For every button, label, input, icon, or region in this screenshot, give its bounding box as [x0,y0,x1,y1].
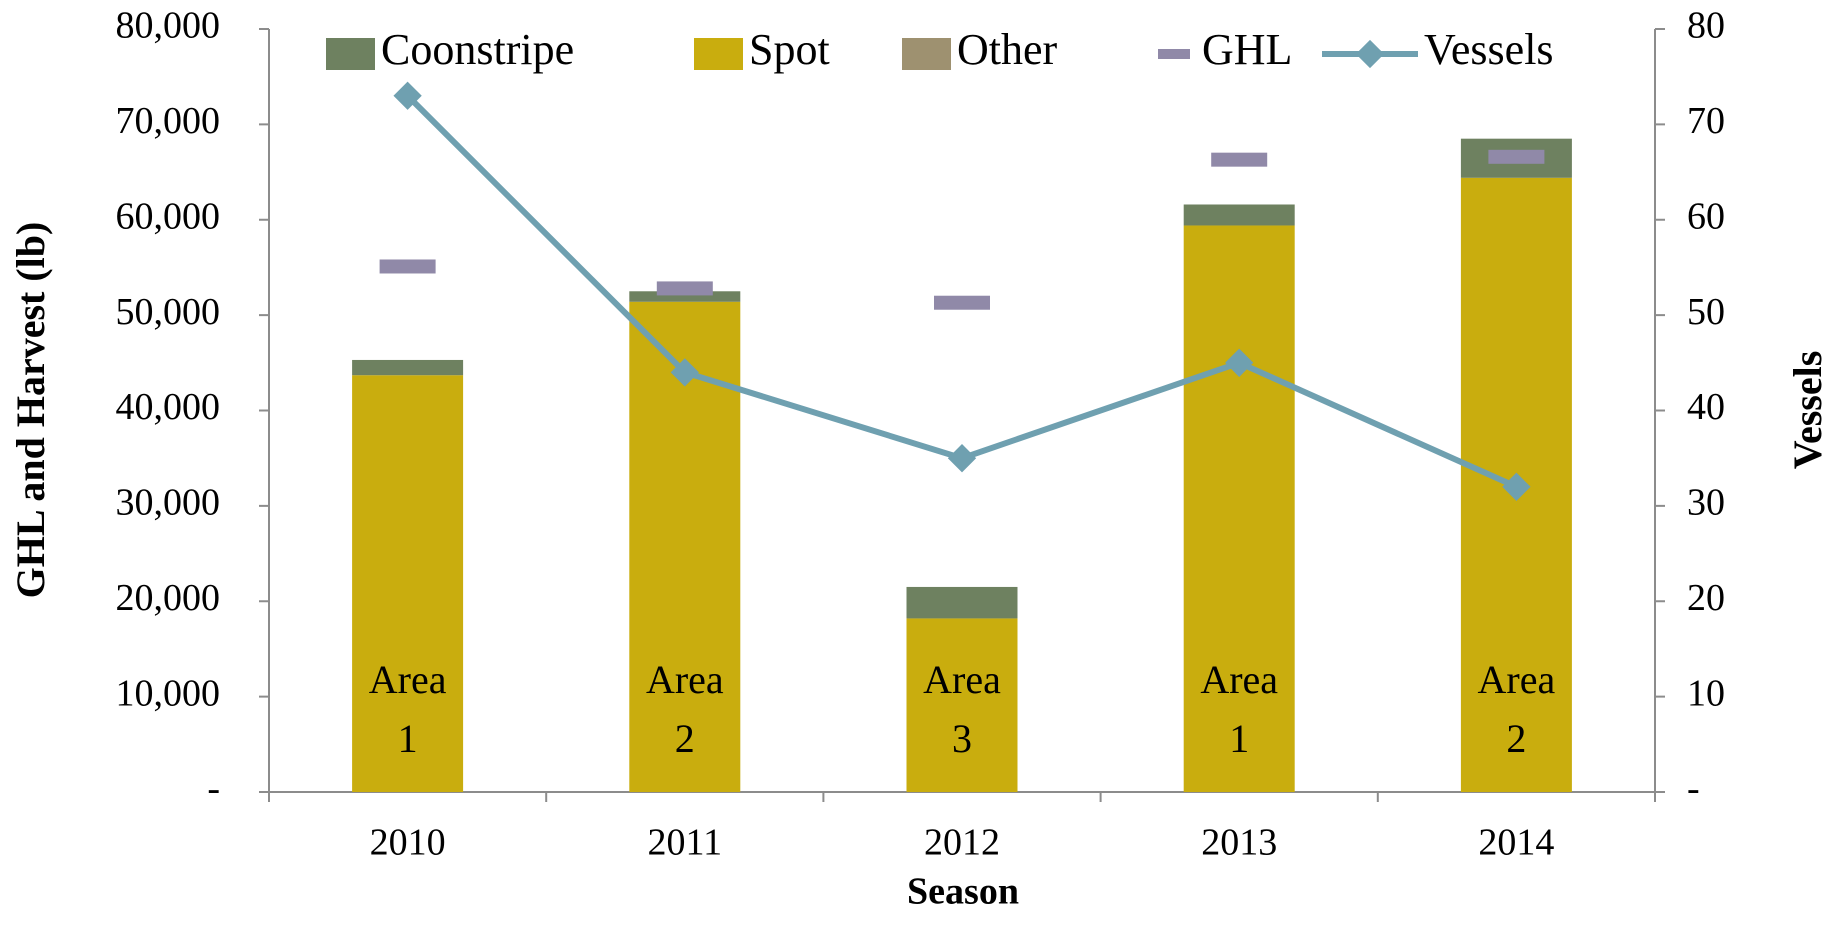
y-tick-label: 20,000 [116,577,221,619]
x-axis-title: Season [907,871,1019,913]
legend-swatch [902,38,951,70]
y2-axis-title: Vessels [1785,351,1830,470]
legend-swatch [1355,39,1385,69]
x-tick-label: 2014 [1478,822,1554,864]
legend-label: Other [957,25,1058,74]
bar-segment [906,618,1018,792]
legend-label: Coonstripe [381,25,574,74]
bar-segment [352,375,464,792]
ghl-marker [1488,149,1545,164]
bar-segment [629,291,741,302]
y2-tick-label: 60 [1687,195,1725,237]
y-axis-title: GHL and Harvest (lb) [8,222,53,599]
bar-annotation: 3 [952,716,972,761]
y-tick-label: 60,000 [116,195,221,237]
x-tick-label: 2011 [648,822,723,864]
legend-swatch [326,38,375,70]
y2-tick-label: 40 [1687,386,1725,428]
bar-annotation: Area [923,657,1001,702]
vessels-marker [947,444,977,473]
y2-tick-label: 20 [1687,577,1725,619]
bar-segment [352,359,464,376]
bar-annotation: Area [1478,657,1556,702]
ghl-marker [1211,152,1268,167]
bar-annotation: 2 [675,716,695,761]
bar-annotation: Area [369,657,447,702]
ghl-marker [934,295,990,310]
vessels-marker [1225,348,1254,377]
bar-annotation: Area [646,657,724,702]
bar-segment [1183,204,1295,226]
y-tick-label: 10,000 [116,672,221,714]
ghl-marker [656,281,713,296]
vessels-line [405,93,1518,490]
y2-tick-label: 10 [1687,672,1725,714]
y2-tick-label: 50 [1687,291,1725,333]
x-tick-label: 2013 [1201,822,1277,864]
legend-swatch [1158,49,1190,59]
legend-swatch [694,38,743,70]
y-tick-label: 30,000 [116,482,221,524]
y-tick-label: 80,000 [116,5,221,47]
ghl-marker [379,259,436,274]
bar-annotation: 1 [398,716,418,761]
y2-tick-label: 30 [1687,482,1725,524]
x-tick-label: 2010 [370,822,446,864]
y2-tick-label: 70 [1687,100,1725,142]
bar-segment [906,586,1018,619]
y2-tick-label: 80 [1687,5,1725,47]
y-tick-label: 70,000 [116,100,221,142]
x-tick-label: 2012 [924,822,1000,864]
bar-annotation: 2 [1506,716,1526,761]
bar-segment [1183,225,1295,792]
legend-label: Spot [749,25,830,74]
legend-label: Vessels [1424,25,1554,74]
y-tick-label: - [207,768,220,810]
y-tick-label: 40,000 [116,386,221,428]
y-tick-label: 50,000 [116,291,221,333]
legend-label: GHL [1202,25,1292,74]
vessels-marker [1502,472,1531,501]
vessels-marker [670,358,699,387]
y2-tick-label: - [1687,768,1700,810]
bar-annotation: 1 [1229,716,1249,761]
bar-annotation: Area [1200,657,1278,702]
